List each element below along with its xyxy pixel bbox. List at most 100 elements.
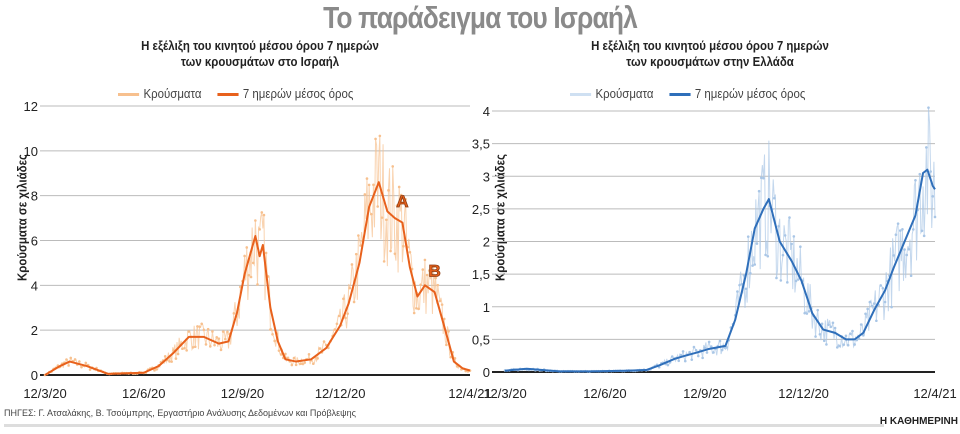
daily-case-point: [688, 350, 691, 354]
y-tick-label: 3,5: [472, 137, 490, 152]
daily-case-point: [712, 351, 715, 354]
daily-case-point: [679, 353, 683, 357]
greece-legend: Κρούσματα 7 ημερών μέσος όρος: [570, 86, 805, 101]
daily-case-point: [80, 365, 83, 369]
legend-average: 7 ημερών μέσος όρος: [217, 86, 353, 101]
daily-case-point: [393, 252, 397, 256]
daily-case-point: [911, 228, 915, 231]
greece-chart-title: Η εξέλιξη του κινητού μέσου όρου 7 ημερώ…: [591, 38, 829, 69]
annotation-label-b: B: [428, 261, 440, 280]
daily-case-point: [277, 349, 281, 352]
daily-case-point: [753, 263, 757, 266]
daily-case-point: [799, 245, 802, 249]
daily-case-point: [827, 323, 830, 327]
daily-case-point: [905, 253, 909, 257]
daily-case-point: [170, 360, 173, 363]
daily-case-point: [914, 178, 917, 182]
daily-case-point: [920, 229, 924, 233]
daily-case-point: [397, 185, 401, 189]
daily-case-point: [881, 286, 885, 290]
x-tick-label: 12/12/20: [778, 386, 829, 401]
daily-case-point: [432, 265, 435, 269]
daily-case-point: [279, 353, 283, 356]
legend-daily: Κρούσματα: [570, 86, 654, 101]
daily-case-point: [333, 328, 337, 331]
daily-case-point: [247, 273, 251, 277]
daily-cases-line: [504, 107, 936, 373]
daily-case-point: [425, 273, 429, 277]
daily-case-point: [736, 290, 739, 293]
y-tick-label: 6: [31, 234, 38, 249]
daily-case-point: [423, 258, 427, 262]
daily-case-point: [449, 355, 452, 359]
daily-case-point: [842, 343, 846, 346]
daily-case-point: [666, 363, 670, 367]
daily-case-point: [200, 322, 203, 326]
x-tick-label: 12/6/20: [583, 386, 626, 401]
daily-case-point: [796, 278, 800, 281]
israel-legend: Κρούσματα 7 ημερών μέσος όρος: [118, 86, 353, 101]
x-tick-label: 12/9/20: [683, 386, 726, 401]
daily-cases-line: [44, 135, 471, 376]
page-title: Το παράδειγμα του Ισραήλ: [323, 0, 638, 35]
daily-case-point: [372, 183, 375, 187]
daily-case-point: [692, 345, 696, 349]
daily-case-point: [762, 176, 765, 180]
daily-case-point: [783, 234, 787, 237]
daily-case-point: [807, 310, 811, 313]
daily-case-point: [264, 251, 268, 255]
daily-case-point: [864, 312, 867, 316]
daily-case-point: [755, 242, 759, 245]
daily-case-point: [217, 337, 221, 340]
daily-case-point: [707, 340, 711, 344]
daily-case-point: [348, 286, 352, 290]
daily-case-point: [786, 281, 789, 284]
daily-case-point: [720, 348, 724, 352]
daily-case-point: [193, 345, 197, 349]
daily-case-point: [335, 322, 339, 326]
daily-case-point: [759, 176, 763, 180]
daily-case-point: [269, 328, 272, 331]
daily-case-point: [438, 299, 442, 303]
daily-case-point: [303, 361, 307, 364]
daily-case-point: [316, 357, 319, 360]
x-tick-label: 12/4/21: [448, 386, 491, 401]
daily-case-point: [417, 307, 420, 311]
daily-case-point: [307, 353, 311, 356]
daily-case-point: [781, 253, 785, 257]
daily-case-point: [766, 254, 770, 258]
daily-case-point: [835, 346, 839, 349]
daily-case-point: [933, 215, 937, 219]
daily-case-point: [749, 271, 752, 275]
daily-case-point: [342, 297, 345, 301]
daily-case-point: [683, 359, 687, 363]
y-tick-label: 12: [24, 99, 38, 114]
daily-case-point: [221, 330, 225, 333]
daily-case-point: [890, 305, 893, 309]
footer-rule: [4, 424, 884, 427]
daily-case-point: [831, 321, 835, 325]
daily-case-point: [271, 332, 274, 336]
daily-case-point: [427, 269, 431, 272]
y-tick-label: 8: [31, 189, 38, 204]
daily-case-point: [872, 302, 876, 305]
daily-case-point: [318, 347, 322, 350]
daily-case-point: [883, 300, 887, 304]
daily-case-point: [792, 235, 796, 238]
daily-case-point: [925, 146, 928, 149]
y-tick-label: 0: [31, 368, 38, 383]
x-tick-label: 12/9/20: [221, 386, 264, 401]
moving-average-line: [44, 181, 471, 376]
daily-case-point: [681, 350, 685, 353]
daily-case-point: [744, 287, 748, 291]
daily-case-point: [694, 348, 698, 352]
daily-case-point: [859, 323, 863, 326]
daily-case-point: [256, 283, 259, 286]
daily-case-point: [829, 325, 833, 329]
daily-case-point: [196, 325, 199, 328]
daily-case-point: [286, 356, 289, 360]
daily-case-point: [389, 249, 392, 253]
y-tick-label: 0: [483, 365, 490, 380]
daily-case-point: [299, 362, 302, 366]
